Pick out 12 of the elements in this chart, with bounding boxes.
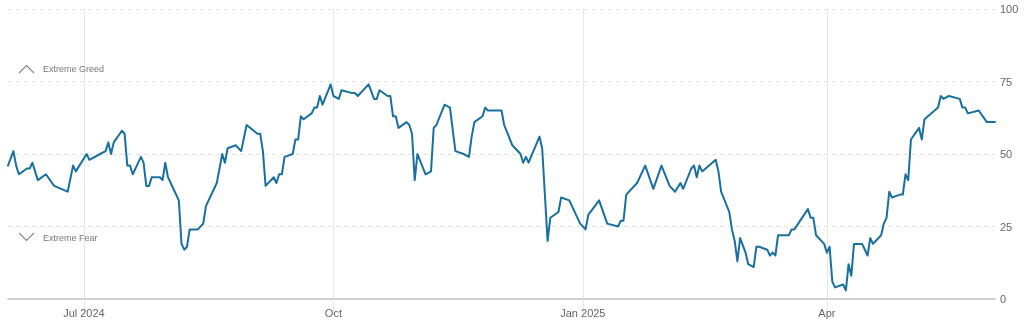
x-tick-label: Apr <box>818 306 836 319</box>
line-series <box>7 83 996 292</box>
y-tick-label: 50 <box>1000 148 1013 160</box>
x-tick-label: Jan 2025 <box>560 306 606 319</box>
annotation: Extreme Greed <box>43 64 105 76</box>
x-tick-label: Oct <box>324 306 342 319</box>
y-tick-label: 75 <box>1000 75 1013 88</box>
y-tick-label: 25 <box>1000 220 1013 233</box>
y-tick-label: 100 <box>1000 3 1019 15</box>
annotation: Extreme Fear <box>43 232 98 244</box>
y-tick-label: 0 <box>1000 293 1007 305</box>
x-tick-label: Jul 2024 <box>63 306 105 319</box>
